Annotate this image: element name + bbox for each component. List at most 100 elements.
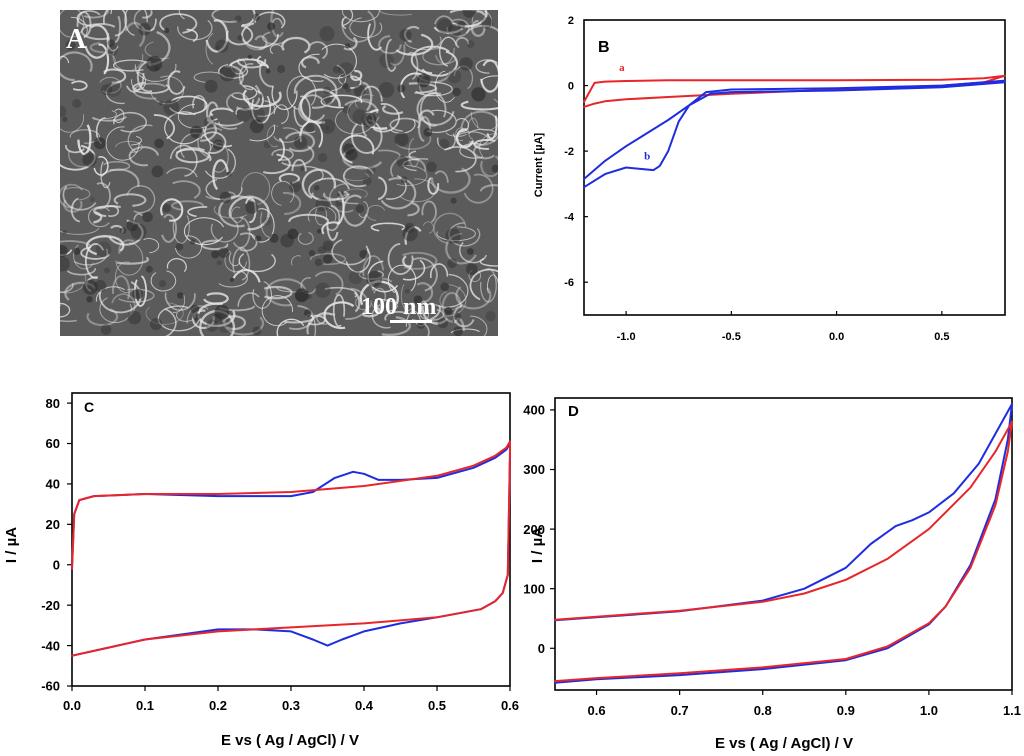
sem-fiber [159,13,198,34]
sem-pore [323,86,331,95]
sem-pore [323,254,333,264]
sem-fiber [353,291,361,313]
sem-fiber [455,127,465,141]
sem-fiber [308,41,329,60]
sem-fiber [211,10,238,23]
sem-fiber [60,144,96,171]
sem-fiber [418,109,435,123]
sem-fiber [66,267,96,276]
sem-fiber [434,15,454,25]
sem-fiber [210,216,239,243]
chart-panel-b: -1.0 -0.5 0.0 0.5 2 0 -2 -4 -6 a b B Current [µA] [533,15,1006,343]
sem-pore [379,53,394,68]
series-line-d-blue [554,403,1013,684]
sem-fiber [377,176,388,201]
sem-fiber [344,99,379,114]
sem-fiber [486,115,498,140]
sem-fiber [379,10,413,16]
sem-fiber [115,141,143,154]
sem-pore [426,161,437,173]
sem-fiber [358,201,369,218]
y-tick-label-d: 400 [523,403,545,418]
sem-fiber [235,84,261,111]
x-tick-label-d: 1.0 [920,703,938,718]
sem-pore [250,107,265,122]
sem-fiber [103,68,127,84]
sem-pore [447,258,458,269]
series-line-c-blue [71,442,511,657]
sem-fiber [436,226,476,242]
sem-fiber [218,271,248,288]
sem-fiber [448,222,481,247]
sem-fiber [225,24,254,46]
sem-fiber [321,43,357,79]
sem-pore [397,84,406,93]
sem-fiber [177,103,214,129]
sem-fiber [453,65,474,90]
sem-fiber [93,211,103,224]
sem-fiber [132,81,170,95]
sem-pore [162,203,171,213]
sem-pore [343,143,355,155]
sem-fiber [60,302,71,318]
sem-pore [413,295,423,305]
sem-fiber [390,44,406,66]
curve-label-b-b: b [644,150,650,162]
sem-pore [318,152,328,163]
sem-fiber [373,287,387,304]
sem-pore [106,82,122,97]
sem-fiber [339,134,375,164]
sem-fiber [479,184,498,192]
sem-fiber [459,142,484,159]
sem-fiber [469,268,498,301]
sem-fiber [252,281,273,309]
sem-fiber [378,149,401,160]
sem-fiber [262,153,291,175]
sem-fiber [126,185,156,214]
sem-pore [218,319,233,334]
sem-fiber [479,133,498,157]
sem-fiber [77,124,92,156]
sem-fiber [164,292,196,311]
sem-fiber [238,63,254,91]
sem-pore [462,10,477,18]
sem-pore [440,282,450,292]
sem-fiber [153,114,175,140]
sem-pore [491,164,498,173]
sem-fiber [471,10,493,29]
sem-pore [94,280,107,292]
sem-pore [158,101,164,106]
sem-fiber [395,33,434,56]
sem-pore [423,128,433,137]
sem-fiber [415,81,453,97]
sem-pore [466,248,474,255]
sem-fiber [116,256,150,265]
sem-fiber [480,59,498,93]
sem-pore [353,85,366,97]
sem-fiber [387,242,414,275]
sem-fiber [271,181,295,206]
sem-pore [145,265,153,273]
sem-fiber [342,194,368,227]
sem-fiber [271,17,283,25]
sem-fiber [371,304,391,329]
sem-fiber [228,252,241,267]
sem-pore [245,201,258,214]
sem-fiber [403,25,420,43]
sem-pore [177,292,184,299]
sem-fiber [187,206,208,218]
sem-fiber [60,249,73,256]
sem-fiber [361,306,381,318]
sem-fiber [60,55,70,64]
chart-panel-c: 0.0 0.1 0.2 0.3 0.4 0.5 0.6 80 60 40 20 0 -20 -40 -60 C… [3,392,519,749]
sem-fiber [150,270,177,292]
sem-pore [132,288,143,300]
sem-fiber [276,318,305,336]
sem-pore [204,79,218,93]
sem-fiber [89,41,104,54]
sem-pore [86,296,93,303]
y-tick-label-b: -2 [564,146,574,158]
sem-fiber [402,251,438,270]
sem-fiber [133,82,167,100]
